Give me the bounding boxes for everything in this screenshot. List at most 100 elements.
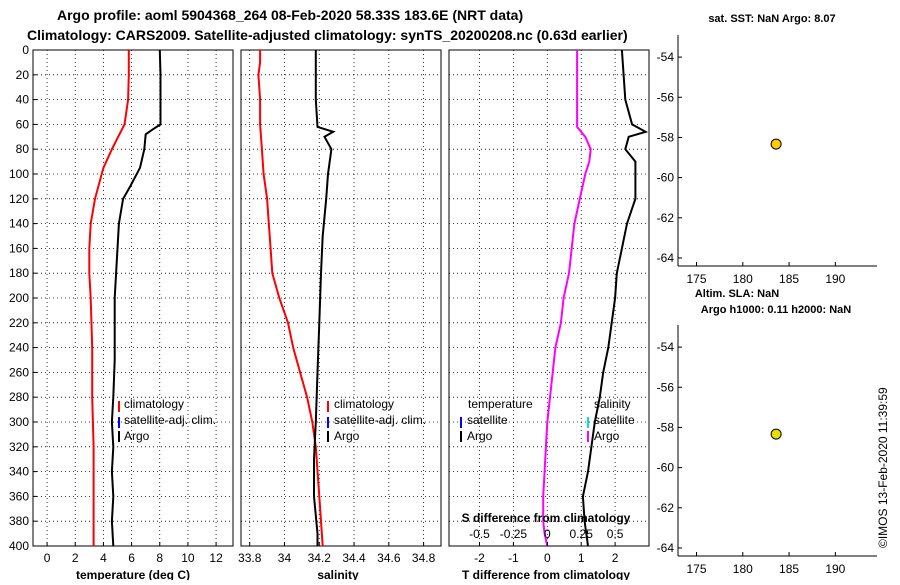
legend-s-argo: Argo	[594, 429, 620, 443]
map-y-tick-label: -54	[657, 50, 675, 64]
t-diff-xlabel: T difference from climatology	[462, 568, 630, 580]
x-tick-label: 33.8	[238, 551, 262, 565]
map-y-tick-label: -58	[657, 130, 675, 144]
s-diff-tick-label: 0.5	[607, 527, 624, 541]
legend-climatology: climatology	[124, 397, 184, 411]
legend-salinity-title: salinity	[594, 397, 631, 411]
temperature-legend: climatology satellite-adj. clim. Argo	[118, 397, 216, 443]
x-tick-label: 12	[209, 551, 223, 565]
x-tick-label: 34.8	[412, 551, 436, 565]
map-x-tick-label: 190	[825, 562, 845, 576]
y-tick-label: 20	[16, 68, 30, 82]
x-tick-label: 2	[72, 551, 79, 565]
title-line-2: Climatology: CARS2009. Satellite-adjuste…	[27, 27, 628, 43]
x-tick-label: -1	[508, 551, 519, 565]
map-y-tick-label: -60	[657, 461, 675, 475]
x-tick-label: 34.2	[308, 551, 332, 565]
sst-map-panel: sat. SST: NaN Argo: 8.07 175 180 185 190 -54…	[657, 13, 877, 286]
map-y-tick-label: -64	[657, 251, 675, 265]
series-line-climatology	[257, 50, 324, 547]
y-tick-label: 0	[22, 43, 29, 57]
map-y-tick-label: -62	[657, 211, 675, 225]
legend-t-satellite: satellite	[467, 413, 508, 427]
map-x-tick-label: 185	[779, 562, 799, 576]
y-tick-label: 60	[16, 117, 30, 131]
map-y-tick-label: -56	[657, 380, 675, 394]
x-tick-label: 34	[278, 551, 292, 565]
salinity-xlabel: salinity	[317, 568, 359, 580]
map-x-tick-label: 180	[733, 562, 753, 576]
map-y-tick-label: -62	[657, 501, 675, 515]
altimetry-map-title-1: Altim. SLA: NaN	[695, 288, 779, 300]
map-x-tick-label: 180	[733, 272, 753, 286]
legend-satellite: satellite-adj. clim.	[124, 413, 216, 427]
title-line-1: Argo profile: aoml 5904368_264 08-Feb-20…	[57, 7, 523, 23]
legend-s-satellite: satellite	[594, 413, 635, 427]
legend-climatology: climatology	[334, 397, 394, 411]
difference-panel: -2 -1 0 1 2 -0.5 -0.25 0 0.25 0.5 S difference f…	[448, 49, 650, 582]
y-tick-label: 340	[9, 465, 29, 479]
s-diff-tick-label: 0	[544, 527, 551, 541]
legend-satellite: satellite-adj. clim.	[334, 413, 426, 427]
s-diff-tick-label: 0.25	[570, 527, 594, 541]
y-tick-label: 120	[9, 192, 29, 206]
map-y-tick-label: -64	[657, 541, 675, 555]
legend-argo: Argo	[334, 429, 360, 443]
x-tick-label: 10	[181, 551, 195, 565]
map-y-tick-label: -54	[657, 340, 675, 354]
salinity-legend: climatology satellite-adj. clim. Argo	[327, 397, 426, 443]
salinity-panel: 33.8 34 34.2 34.4 34.6 34.8 salinity climatol…	[238, 49, 442, 582]
difference-legend: temperature satellite Argo salinity sate…	[460, 397, 635, 443]
y-tick-label: 400	[9, 539, 29, 553]
y-tick-label: 300	[9, 415, 29, 429]
altimetry-map-title-2: Argo h1000: 0.11 h2000: NaN	[701, 304, 851, 316]
y-tick-label: 100	[9, 167, 29, 181]
map-x-tick-label: 175	[686, 562, 706, 576]
s-diff-label: S difference from climatology	[462, 511, 631, 525]
series-line-salinity-argo	[542, 50, 592, 547]
y-tick-label: 140	[9, 217, 29, 231]
y-tick-label: 80	[16, 142, 30, 156]
y-tick-label: 40	[16, 93, 30, 107]
argo-location-marker	[770, 138, 782, 150]
x-tick-label: 0	[544, 551, 551, 565]
y-tick-label: 320	[9, 440, 29, 454]
y-tick-label: 220	[9, 316, 29, 330]
y-tick-label: 380	[9, 514, 29, 528]
legend-t-argo: Argo	[467, 429, 493, 443]
series-line-temperature-argo	[581, 49, 649, 547]
y-tick-label: 200	[9, 291, 29, 305]
map-x-tick-label: 185	[779, 272, 799, 286]
legend-temperature-title: temperature	[468, 397, 533, 411]
series-line-climatology	[88, 50, 130, 546]
x-tick-label: 2	[612, 551, 619, 565]
map-y-tick-label: -60	[657, 171, 675, 185]
x-tick-label: 6	[128, 551, 135, 565]
x-tick-label: 4	[100, 551, 107, 565]
y-tick-label: 160	[9, 241, 29, 255]
x-tick-label: 1	[578, 551, 585, 565]
x-tick-label: 34.4	[342, 551, 366, 565]
y-tick-label: 240	[9, 341, 29, 355]
map-x-tick-label: 175	[686, 272, 706, 286]
argo-location-marker	[770, 428, 782, 440]
s-diff-tick-label: -0.25	[500, 527, 528, 541]
y-tick-label: 180	[9, 266, 29, 280]
series-line-argo	[110, 49, 162, 547]
series-line-argo	[313, 50, 336, 546]
sst-map-title: sat. SST: NaN Argo: 8.07	[708, 13, 835, 25]
y-tick-label: 280	[9, 390, 29, 404]
altimetry-map-panel: Altim. SLA: NaN Argo h1000: 0.11 h2000: …	[657, 288, 877, 576]
imos-stamp: ©IMOS 13-Feb-2020 11:39:59	[876, 387, 890, 548]
temperature-panel: 0 2 4 6 8 10 12 0 20 40 60 80 100 120 140 160 180 200 220…	[9, 43, 234, 582]
x-tick-label: -2	[474, 551, 485, 565]
map-y-tick-label: -56	[657, 90, 675, 104]
x-tick-label: 0	[44, 551, 51, 565]
x-tick-label: 34.6	[377, 551, 401, 565]
temperature-xlabel: temperature (deg C)	[76, 568, 190, 580]
y-tick-label: 360	[9, 489, 29, 503]
x-tick-label: 8	[156, 551, 163, 565]
y-tick-label: 260	[9, 365, 29, 379]
map-y-tick-label: -58	[657, 420, 675, 434]
